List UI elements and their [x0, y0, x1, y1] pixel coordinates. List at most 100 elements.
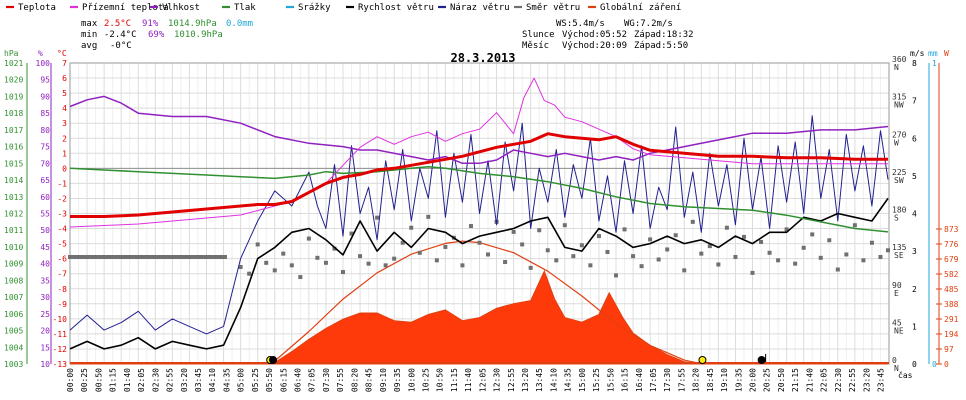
- tick-hpa: 1019: [4, 92, 23, 101]
- tick-x: 17:30: [663, 368, 672, 392]
- tick-x: 15:25: [592, 368, 601, 392]
- point-smer-vetru: [767, 250, 772, 255]
- unit-w: W: [944, 49, 949, 58]
- tick-x: 10:00: [407, 368, 416, 392]
- point-smer-vetru: [639, 264, 644, 269]
- plot-area: 1003100410051006100710081009101010111012…: [4, 55, 959, 392]
- tick-x: 17:55: [677, 368, 686, 392]
- tick-x: 09:10: [379, 368, 388, 392]
- legend-label-2: Vlhkost: [162, 3, 200, 13]
- stat-ws: WS:5.4m/s: [556, 19, 605, 29]
- point-smer-vetru: [358, 254, 363, 259]
- tick-pct: 90: [40, 92, 50, 101]
- tick-x: 05:50: [265, 368, 274, 392]
- tick-hpa: 1018: [4, 109, 23, 118]
- tick-temp: 6: [62, 74, 67, 83]
- tick-temp: -12: [53, 345, 68, 354]
- tick-dir-deg: 270: [892, 130, 907, 139]
- tick-pct: 100: [36, 59, 51, 68]
- point-smer-vetru: [443, 244, 448, 249]
- sun-marker-1: [698, 356, 707, 364]
- tick-pct: 20: [40, 327, 50, 336]
- tick-pct: 80: [40, 126, 50, 135]
- point-smer-vetru: [784, 227, 789, 232]
- stat-slunce-label: Slunce: [522, 30, 555, 40]
- point-smer-vetru: [741, 234, 746, 239]
- tick-temp: -1: [57, 179, 67, 188]
- tick-dir-name: W: [894, 138, 899, 147]
- tick-temp: -13: [53, 360, 68, 369]
- moon-marker-1: [757, 356, 766, 364]
- tick-x: 19:10: [720, 368, 729, 392]
- point-smer-vetru: [844, 252, 849, 257]
- tick-dir-name: SW: [894, 176, 904, 185]
- point-smer-vetru: [417, 250, 422, 255]
- tick-ms: 4: [912, 210, 917, 219]
- tick-x: 13:45: [535, 368, 544, 392]
- point-smer-vetru: [596, 234, 601, 239]
- tick-x: 23:20: [862, 368, 871, 392]
- point-smer-vetru: [289, 263, 294, 268]
- tick-x: 07:05: [308, 368, 317, 392]
- tick-w: 776: [944, 240, 959, 249]
- tick-temp: 1: [62, 149, 67, 158]
- tick-pct: 60: [40, 193, 50, 202]
- legend-label-8: Globální záření: [600, 3, 681, 13]
- tick-temp: -10: [53, 315, 68, 324]
- point-smer-vetru: [759, 239, 764, 244]
- point-smer-vetru: [699, 251, 704, 256]
- tick-x: 22:30: [834, 368, 843, 392]
- tick-ms: 8: [912, 59, 917, 68]
- point-smer-vetru: [247, 271, 252, 276]
- tick-ms: 2: [912, 285, 917, 294]
- point-smer-vetru: [690, 219, 695, 224]
- stat-min-temp: -2.4°C: [104, 30, 137, 40]
- tick-dir-name: NE: [894, 326, 904, 335]
- tick-dir-deg: 90: [892, 281, 902, 290]
- tick-pct: 45: [40, 243, 50, 252]
- tick-w: 679: [944, 255, 959, 264]
- tick-x: 06:15: [279, 368, 288, 392]
- tick-x: 07:30: [322, 368, 331, 392]
- tick-temp: 3: [62, 119, 67, 128]
- point-smer-vetru: [477, 240, 482, 245]
- chart-date: 28.3.2013: [450, 51, 515, 65]
- tick-mm: 0: [932, 360, 937, 369]
- tick-x: 01:15: [109, 368, 118, 392]
- point-smer-vetru: [306, 236, 311, 241]
- tick-x: 14:35: [564, 368, 573, 392]
- stat-sun-rise: Východ:05:52: [562, 30, 627, 40]
- tick-x: 02:55: [166, 368, 175, 392]
- stat-moon-rise: Východ:20:09: [562, 41, 627, 51]
- tick-hpa: 1008: [4, 276, 23, 285]
- tick-x: 15:00: [578, 368, 587, 392]
- tick-x: 07:55: [336, 368, 345, 392]
- tick-pct: 25: [40, 310, 50, 319]
- point-smer-vetru: [383, 263, 388, 268]
- point-smer-vetru: [656, 257, 661, 262]
- tick-hpa: 1012: [4, 210, 23, 219]
- legend-label-0: Teplota: [18, 3, 56, 13]
- tick-pct: 10: [40, 360, 50, 369]
- stat-avg-label: avg: [81, 41, 97, 51]
- tick-x: 12:30: [493, 368, 502, 392]
- tick-ms: 6: [912, 134, 917, 143]
- point-smer-vetru: [511, 229, 516, 234]
- series-rychlost-vetru: [69, 197, 889, 350]
- tick-hpa: 1016: [4, 143, 23, 152]
- tick-pct: 85: [40, 109, 50, 118]
- point-smer-vetru: [554, 258, 559, 263]
- tick-dir-name: E: [894, 289, 899, 298]
- point-smer-vetru: [264, 260, 269, 265]
- point-smer-vetru: [468, 224, 473, 229]
- tick-temp: 7: [62, 59, 67, 68]
- point-smer-vetru: [341, 270, 345, 275]
- moon-marker-0: [269, 356, 278, 364]
- tick-pct: 40: [40, 260, 50, 269]
- series-naraz-vetru: [69, 115, 889, 335]
- tick-x: 21:15: [791, 368, 800, 392]
- tick-x: 09:35: [393, 368, 402, 392]
- tick-x: 16:40: [635, 368, 644, 392]
- tick-hpa: 1006: [4, 310, 23, 319]
